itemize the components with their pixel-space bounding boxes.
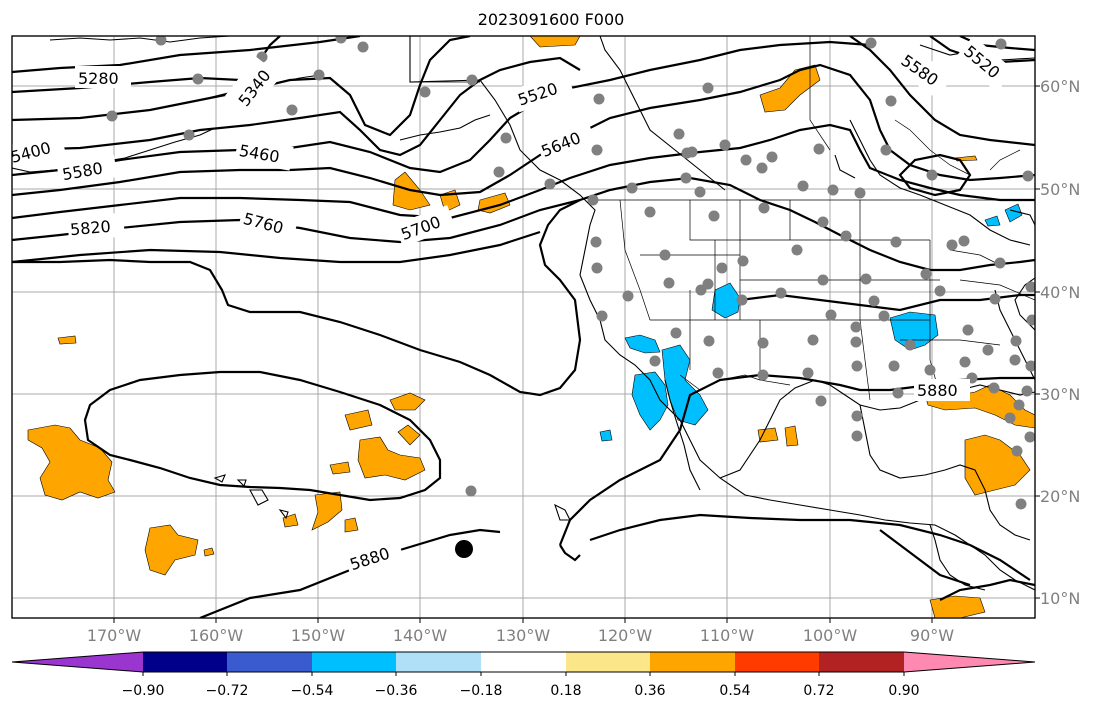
latitude-label: 60°N [1040,77,1080,96]
colorbar-segment [312,652,396,672]
colorbar-tick-label: −0.36 [375,683,418,699]
colorbar-extend-min [12,652,143,672]
latitude-label: 20°N [1040,487,1080,506]
negative-anomaly-areas [599,203,1023,442]
gridlines [12,36,1035,618]
latitude-label: 30°N [1040,385,1080,404]
colorbar-extend-max [904,652,1035,672]
longitude-label: 140°W [393,626,448,645]
colorbar-segment [143,652,227,672]
longitude-label: 170°W [87,626,142,645]
colorbar-segment [735,652,819,672]
colorbar-segment [481,652,566,672]
colorbar-tick-label: −0.18 [460,683,503,699]
contour-label: 5820 [69,217,111,239]
storm-center-marker [455,540,473,558]
colorbar-segment [566,652,650,672]
latitude-label: 10°N [1040,589,1080,608]
positive-anomaly-areas [27,36,1035,618]
colorbar-segment [227,652,312,672]
colorbar-segment [396,652,481,672]
latitude-label: 50°N [1040,180,1080,199]
longitude-label: 100°W [803,626,858,645]
colorbar-tick-label: 0.18 [550,683,581,699]
longitude-label: 160°W [189,626,244,645]
axis-ticks [113,85,1040,623]
longitude-label: 110°W [700,626,755,645]
latitude-label: 40°N [1040,283,1080,302]
colorbar-tick-label: −0.54 [291,683,334,699]
colorbar-tick-label: 0.36 [634,683,665,699]
contour-label: 5880 [917,381,958,400]
contour-label: 5280 [78,69,119,88]
map-title: 2023091600 F000 [477,10,625,29]
colorbar-tick-label: 0.90 [888,683,919,699]
longitude-label: 120°W [598,626,653,645]
longitude-label: 90°W [910,626,954,645]
colorbar-tick-labels: −0.90 −0.72 −0.54 −0.36 −0.18 0.18 0.36 0.54 0.7… [122,683,920,699]
colorbar-segment [650,652,735,672]
colorbar-tick-label: −0.90 [122,683,165,699]
longitude-label: 130°W [496,626,551,645]
colorbar [11,651,1036,676]
colorbar-tick-label: 0.72 [803,683,834,699]
longitude-label: 150°W [291,626,346,645]
colorbar-tick-label: 0.54 [719,683,750,699]
colorbar-segment [819,652,904,672]
station-markers [106,36,1035,510]
colorbar-tick-label: −0.72 [206,683,249,699]
coastlines [12,36,1035,591]
